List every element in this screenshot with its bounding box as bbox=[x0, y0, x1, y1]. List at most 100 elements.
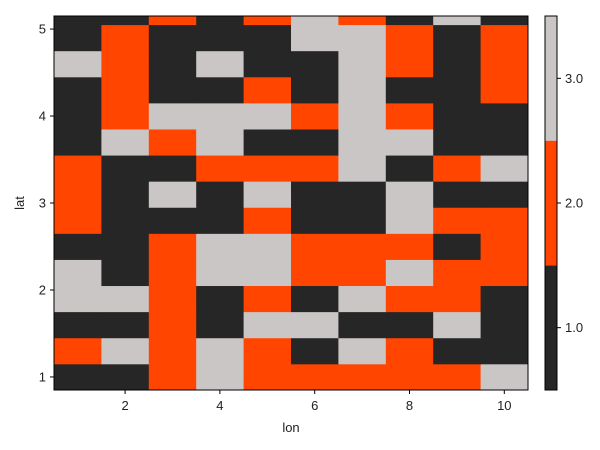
heatmap-cell bbox=[291, 207, 339, 221]
heatmap-cell bbox=[433, 50, 481, 65]
heatmap-cell bbox=[480, 246, 529, 260]
x-tick-label: 8 bbox=[406, 398, 413, 413]
heatmap-cell bbox=[243, 376, 292, 391]
heatmap-cell bbox=[291, 16, 339, 26]
heatmap-cell bbox=[480, 63, 529, 78]
heatmap-cell bbox=[243, 285, 292, 300]
heatmap-cell bbox=[433, 272, 481, 287]
heatmap-cell bbox=[196, 194, 244, 208]
heatmap-cell bbox=[338, 246, 387, 260]
heatmap-cell bbox=[54, 376, 102, 391]
heatmap-cell bbox=[243, 24, 292, 39]
heatmap-cell bbox=[54, 142, 102, 156]
heatmap-cell bbox=[291, 102, 339, 117]
heatmap-cell bbox=[291, 259, 339, 273]
heatmap-cell bbox=[196, 63, 244, 78]
heatmap-cell bbox=[101, 259, 150, 273]
heatmap-cell bbox=[54, 181, 102, 195]
heatmap-cell bbox=[385, 363, 434, 378]
heatmap-cell bbox=[291, 311, 339, 326]
heatmap-cell bbox=[433, 129, 481, 143]
heatmap-cell bbox=[385, 220, 434, 234]
heatmap-cell bbox=[291, 285, 339, 300]
heatmap-cell bbox=[291, 233, 339, 247]
heatmap-cell bbox=[385, 376, 434, 391]
colorbar-segment bbox=[545, 265, 557, 390]
heatmap-cell bbox=[101, 168, 150, 182]
heatmap-cell bbox=[54, 246, 102, 260]
heatmap-cell bbox=[480, 311, 529, 326]
heatmap-cell bbox=[291, 246, 339, 260]
heatmap-cell bbox=[196, 50, 244, 65]
heatmap-cell bbox=[480, 24, 529, 39]
heatmap-cell bbox=[291, 155, 339, 169]
heatmap-cell bbox=[338, 298, 387, 313]
heatmap-cell bbox=[385, 259, 434, 273]
heatmap-cell bbox=[338, 350, 387, 365]
heatmap-cell bbox=[480, 181, 529, 195]
heatmap-cell bbox=[196, 116, 244, 130]
heatmap-cell bbox=[148, 102, 197, 117]
heatmap-cell bbox=[385, 246, 434, 260]
heatmap-cell bbox=[385, 350, 434, 365]
heatmap-cell bbox=[338, 220, 387, 234]
heatmap-cell bbox=[243, 89, 292, 104]
heatmap-cell bbox=[433, 298, 481, 313]
heatmap-cell bbox=[433, 155, 481, 169]
y-tick-label: 3 bbox=[39, 196, 46, 211]
heatmap-cell bbox=[338, 116, 387, 130]
heatmap-cell bbox=[196, 24, 244, 39]
y-axis-label: lat bbox=[12, 196, 27, 210]
heatmap-cell bbox=[433, 102, 481, 117]
heatmap-cell bbox=[433, 168, 481, 182]
heatmap-cell bbox=[54, 116, 102, 130]
heatmap-cell bbox=[148, 155, 197, 169]
heatmap-cell bbox=[480, 272, 529, 287]
heatmap-cell bbox=[54, 233, 102, 247]
heatmap-cell bbox=[385, 311, 434, 326]
heatmap-cell bbox=[148, 350, 197, 365]
heatmap-cell bbox=[291, 37, 339, 52]
heatmap-cell bbox=[480, 16, 529, 26]
heatmap-cell bbox=[243, 324, 292, 339]
heatmap-cell bbox=[433, 259, 481, 273]
heatmap-cell bbox=[291, 298, 339, 313]
heatmap-cell bbox=[291, 220, 339, 234]
heatmap-cell bbox=[148, 142, 197, 156]
heatmap-cell bbox=[385, 233, 434, 247]
heatmap-cell bbox=[291, 63, 339, 78]
heatmap-cell bbox=[54, 37, 102, 52]
heatmap-cell bbox=[196, 376, 244, 391]
heatmap-cell bbox=[148, 337, 197, 352]
heatmap-cells bbox=[54, 16, 529, 391]
heatmap-cell bbox=[480, 194, 529, 208]
heatmap-cell bbox=[148, 207, 197, 221]
heatmap-cell bbox=[101, 76, 150, 91]
heatmap-cell bbox=[243, 233, 292, 247]
heatmap-cell bbox=[196, 350, 244, 365]
heatmap-cell bbox=[243, 363, 292, 378]
heatmap-cell bbox=[101, 324, 150, 339]
heatmap-cell bbox=[54, 168, 102, 182]
heatmap-cell bbox=[291, 129, 339, 143]
heatmap-cell bbox=[101, 376, 150, 391]
heatmap-cell bbox=[196, 220, 244, 234]
heatmap-cell bbox=[101, 37, 150, 52]
heatmap-cell bbox=[196, 311, 244, 326]
heatmap-cell bbox=[243, 76, 292, 91]
heatmap-cell bbox=[196, 168, 244, 182]
heatmap-cell bbox=[433, 76, 481, 91]
heatmap-cell bbox=[243, 272, 292, 287]
heatmap-cell bbox=[338, 324, 387, 339]
heatmap-cell bbox=[54, 350, 102, 365]
heatmap-cell bbox=[291, 350, 339, 365]
heatmap-cell bbox=[338, 181, 387, 195]
heatmap-cell bbox=[54, 129, 102, 143]
heatmap-cell bbox=[148, 298, 197, 313]
y-tick-label: 1 bbox=[39, 369, 46, 384]
heatmap-cell bbox=[338, 16, 387, 26]
x-tick-label: 6 bbox=[311, 398, 318, 413]
heatmap-cell bbox=[101, 363, 150, 378]
heatmap-cell bbox=[385, 116, 434, 130]
heatmap-cell bbox=[338, 194, 387, 208]
